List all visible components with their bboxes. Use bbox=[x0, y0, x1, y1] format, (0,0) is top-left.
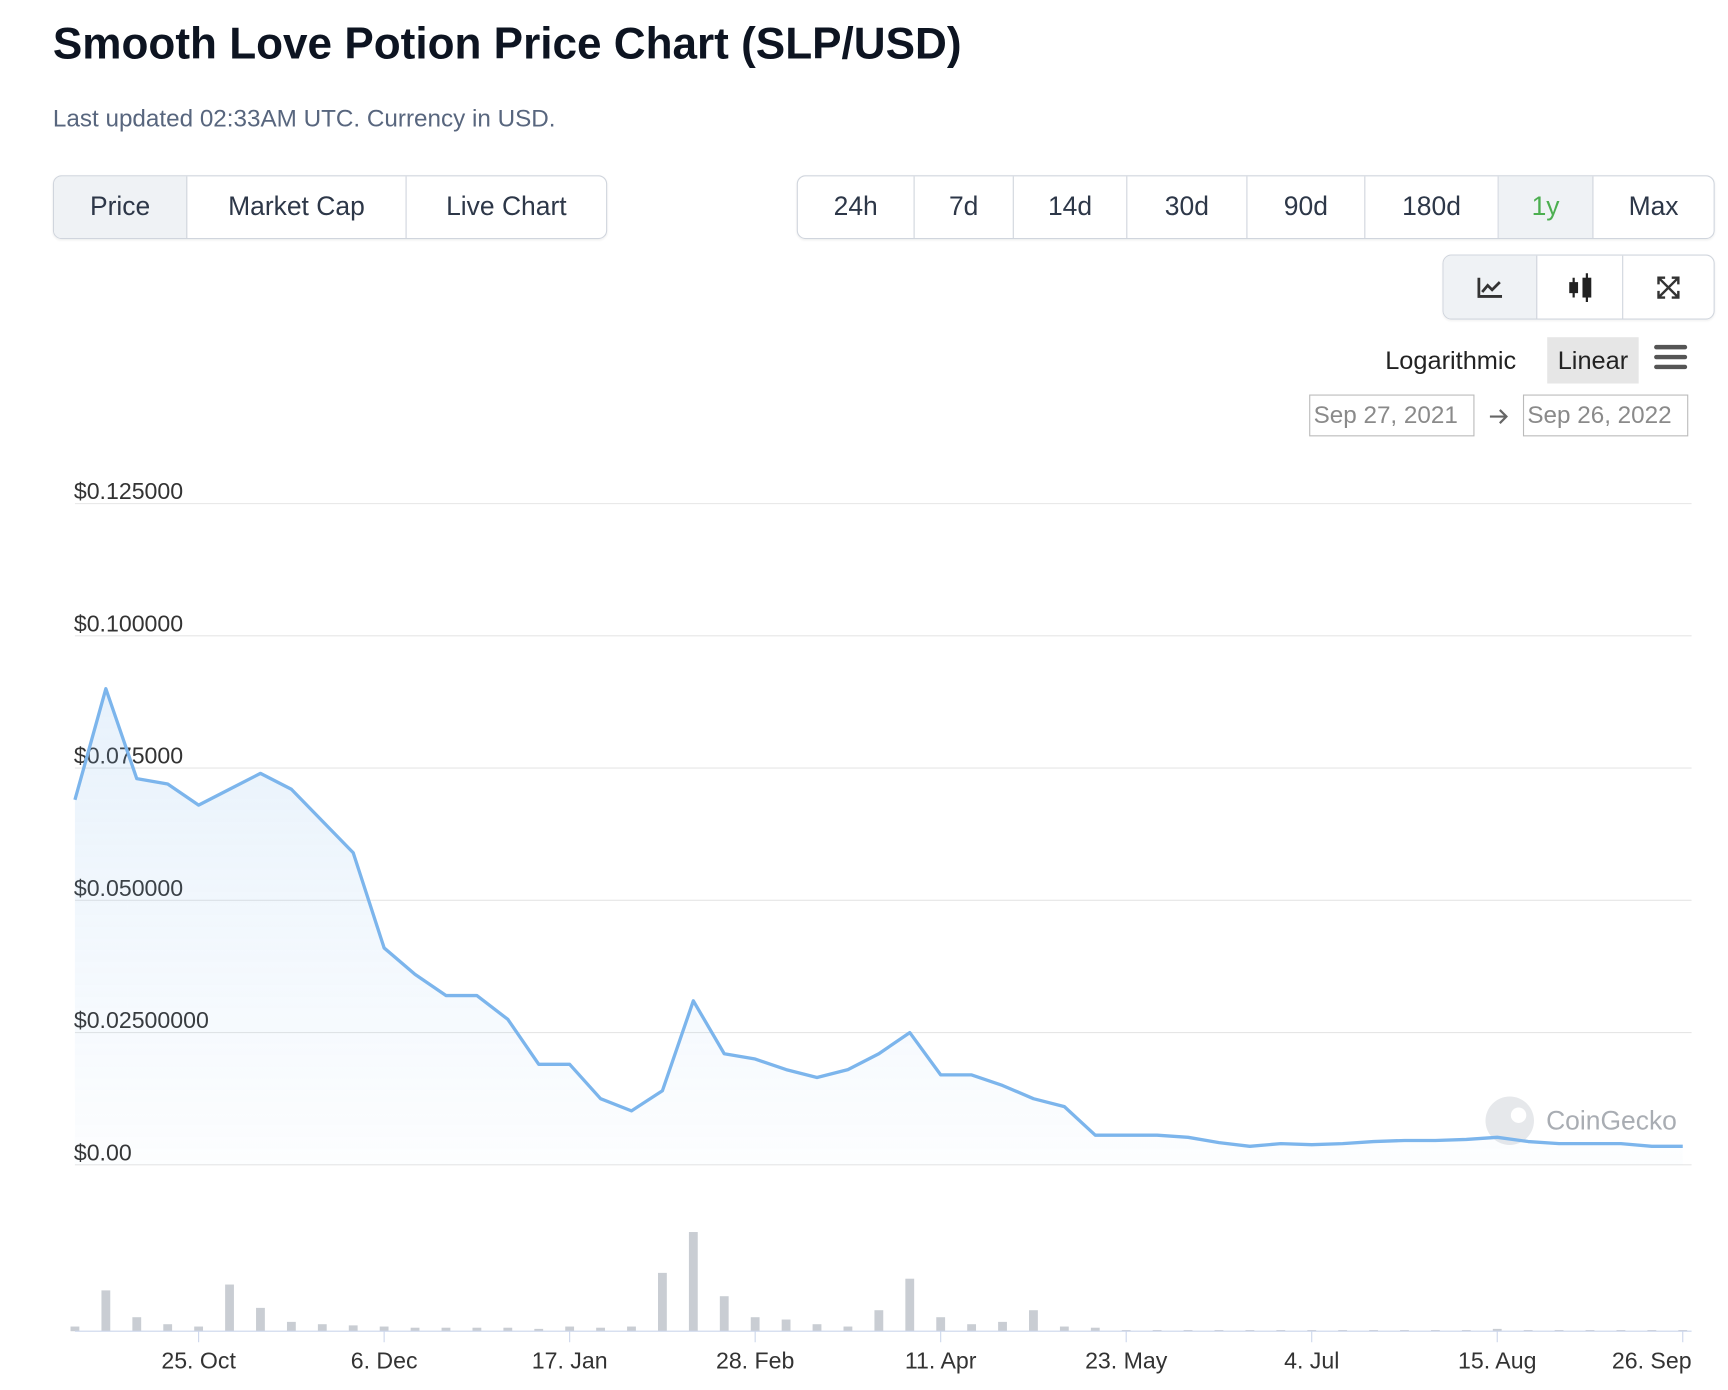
volume-bar bbox=[256, 1307, 265, 1332]
log-toggle[interactable]: Logarithmic bbox=[1385, 346, 1517, 375]
watermark-logo-eye bbox=[1510, 1107, 1527, 1123]
chart-type-group bbox=[1442, 254, 1715, 320]
fullscreen-button[interactable] bbox=[1623, 256, 1713, 319]
volume-bar bbox=[812, 1324, 822, 1332]
volume-bar bbox=[225, 1284, 234, 1332]
price-line bbox=[73, 687, 1683, 1148]
volume-bar bbox=[1090, 1327, 1100, 1332]
volume-bar bbox=[1338, 1330, 1348, 1332]
volume-bar bbox=[1059, 1326, 1069, 1332]
volume-bar bbox=[1183, 1330, 1193, 1332]
expand-icon bbox=[1657, 275, 1680, 299]
volume-bar bbox=[1029, 1310, 1038, 1332]
volume-bar bbox=[503, 1327, 513, 1332]
arrow bbox=[1489, 409, 1508, 424]
volume-bar bbox=[936, 1317, 946, 1332]
volume-bar bbox=[472, 1327, 482, 1332]
date-from[interactable]: Sep 27, 2021 bbox=[1309, 394, 1475, 437]
line-chart-button[interactable] bbox=[1443, 255, 1538, 319]
volume-bar bbox=[441, 1327, 451, 1332]
volume-bar bbox=[163, 1324, 173, 1332]
volume-bar bbox=[781, 1319, 791, 1332]
volume-bar bbox=[70, 1326, 80, 1332]
x-tick-label: 15. Aug bbox=[1458, 1348, 1536, 1374]
volume-bar bbox=[627, 1326, 636, 1332]
range-button[interactable]: 14d bbox=[1014, 176, 1128, 239]
volume-bar bbox=[1523, 1330, 1533, 1332]
y-tick-label: $0.125000 bbox=[74, 478, 183, 504]
volume-bar bbox=[1616, 1330, 1626, 1332]
volume-bar bbox=[194, 1326, 204, 1332]
y-tick-label: $0.100000 bbox=[74, 610, 183, 636]
range-button[interactable]: 7d bbox=[915, 176, 1014, 239]
watermark: CoinGecko bbox=[1546, 1106, 1677, 1136]
x-tick-label: 11. Apr bbox=[905, 1348, 977, 1374]
volume-bar bbox=[1307, 1330, 1317, 1332]
range-button[interactable]: 24h bbox=[798, 176, 915, 239]
range-button[interactable]: 180d bbox=[1365, 176, 1499, 239]
x-tick-label: 23. May bbox=[1085, 1348, 1168, 1374]
volume-bar bbox=[596, 1327, 605, 1332]
subtitle: Last updated 02:33AM UTC. Currency in US… bbox=[52, 104, 556, 133]
volume-bar bbox=[719, 1296, 729, 1332]
x-tick-label: 17. Jan bbox=[532, 1348, 608, 1374]
volume-bar bbox=[1276, 1330, 1286, 1332]
tab[interactable]: Market Cap bbox=[187, 176, 407, 239]
volume-bar bbox=[1461, 1330, 1471, 1332]
volume-bar bbox=[1369, 1330, 1378, 1332]
volume-bar bbox=[905, 1278, 915, 1332]
title: Smooth Love Potion Price Chart (SLP/USD) bbox=[52, 19, 962, 69]
tab[interactable]: Price bbox=[53, 176, 188, 239]
volume-bar bbox=[101, 1290, 111, 1332]
menu-button[interactable] bbox=[1653, 344, 1688, 373]
volume-bar bbox=[317, 1324, 327, 1332]
volume-bar bbox=[1245, 1330, 1255, 1332]
volume-bar bbox=[565, 1326, 575, 1332]
volume-bar bbox=[843, 1326, 853, 1332]
candle-chart-button[interactable] bbox=[1537, 255, 1624, 319]
x-tick-label: 25. Oct bbox=[161, 1348, 236, 1374]
range-group: 24h 7d 14d 30d 90d 180d 1y Max bbox=[796, 175, 1715, 240]
volume-bar bbox=[1492, 1328, 1502, 1332]
x-tick-label: 4. Jul bbox=[1284, 1348, 1339, 1374]
volume-bar bbox=[286, 1321, 296, 1332]
range-button[interactable]: 90d bbox=[1247, 176, 1366, 239]
volume-bar bbox=[688, 1232, 698, 1332]
volume-bar bbox=[1647, 1330, 1657, 1332]
volume-bar bbox=[1585, 1330, 1595, 1332]
volume-bar bbox=[132, 1317, 142, 1332]
volume-bar bbox=[657, 1272, 667, 1332]
volume-bar bbox=[1121, 1330, 1131, 1332]
volume-bar bbox=[998, 1321, 1007, 1332]
volume-bar bbox=[348, 1325, 358, 1332]
volume-bar bbox=[1400, 1330, 1409, 1332]
date-to[interactable]: Sep 26, 2022 bbox=[1522, 394, 1689, 437]
line-icon bbox=[1477, 277, 1503, 298]
volume-bar bbox=[534, 1328, 544, 1332]
volume-bar bbox=[1430, 1330, 1440, 1332]
area-fill bbox=[74, 688, 1683, 1165]
volume-bar bbox=[874, 1310, 884, 1332]
x-tick-label: 28. Feb bbox=[716, 1348, 794, 1374]
linear-toggle[interactable]: Linear bbox=[1547, 337, 1639, 384]
volume-bar bbox=[379, 1326, 389, 1332]
range-button[interactable]: 30d bbox=[1127, 176, 1248, 239]
candle-icon bbox=[1568, 272, 1591, 302]
range-button[interactable]: Max bbox=[1628, 191, 1679, 222]
tab-group: Price Market Cap Live Chart bbox=[52, 175, 608, 240]
volume-bar bbox=[1152, 1330, 1162, 1332]
volume-bar bbox=[967, 1324, 977, 1332]
x-tick-label: 6. Dec bbox=[351, 1348, 418, 1374]
volume-bar bbox=[410, 1327, 420, 1332]
volume-bar bbox=[1554, 1330, 1564, 1332]
volume-bar bbox=[750, 1317, 760, 1332]
volume-bar bbox=[1678, 1330, 1688, 1332]
volume-bar bbox=[1214, 1330, 1224, 1332]
tab[interactable]: Live Chart bbox=[446, 191, 567, 222]
x-tick-label: 26. Sep bbox=[1612, 1348, 1692, 1374]
range-button[interactable]: 1y bbox=[1498, 176, 1594, 239]
